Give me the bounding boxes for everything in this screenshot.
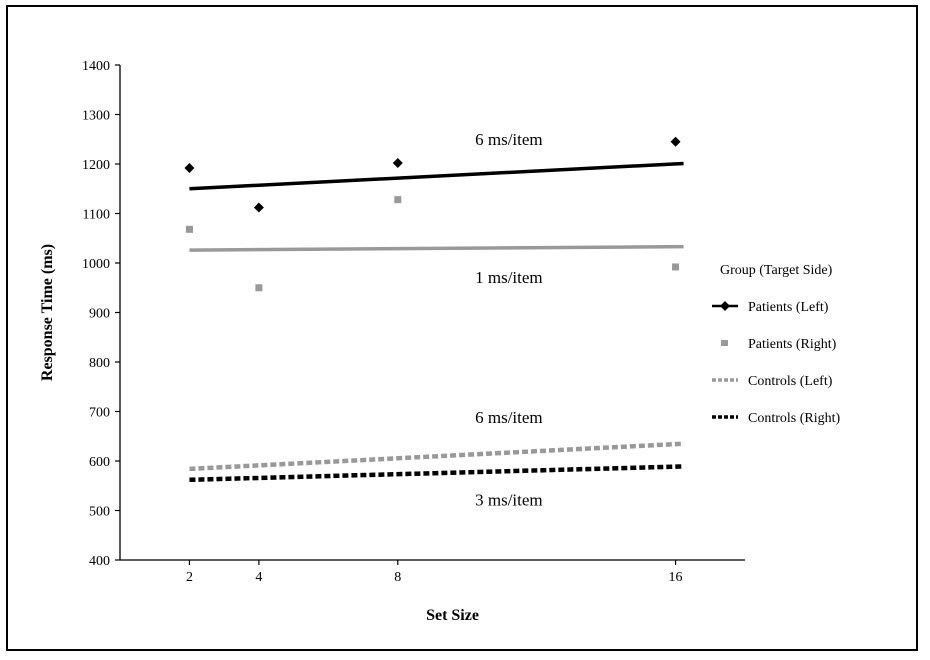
y-tick-label: 800	[89, 356, 110, 371]
legend-marker	[721, 340, 728, 346]
x-tick-label: 8	[394, 570, 401, 585]
series-patients-right	[185, 196, 684, 292]
y-tick-label: 700	[89, 406, 110, 421]
legend-label: Controls (Left)	[748, 374, 833, 389]
data-point	[394, 196, 402, 204]
legend-item: Patients (Left)	[712, 300, 829, 315]
trend-line	[189, 161, 684, 191]
data-point	[185, 225, 193, 233]
y-tick-label: 900	[89, 307, 110, 322]
y-tick-label: 1200	[82, 158, 110, 173]
y-axis-title: Response Time (ms)	[39, 244, 56, 381]
legend-item: Patients (Right)	[721, 337, 837, 352]
data-point	[672, 263, 680, 271]
y-tick-label: 1400	[82, 59, 110, 74]
slope-annotation: 3 ms/item	[475, 491, 543, 510]
legend-marker	[720, 301, 730, 311]
legend-label: Controls (Right)	[748, 411, 841, 426]
series-controls-left	[189, 441, 684, 472]
legend-item: Controls (Left)	[712, 374, 833, 389]
data-point	[670, 136, 681, 147]
y-tick-label: 500	[89, 505, 110, 520]
series-patients-left	[184, 136, 684, 213]
trend-line	[189, 244, 684, 252]
data-point	[184, 162, 195, 173]
y-tick-label: 600	[89, 455, 110, 470]
y-tick-label: 400	[89, 554, 110, 569]
y-tick-label: 1300	[82, 109, 110, 124]
legend-label: Patients (Right)	[748, 337, 837, 352]
legend-title: Group (Target Side)	[720, 263, 833, 278]
x-tick-label: 16	[669, 570, 683, 585]
legend: Group (Target Side) Patients (Left) Patie…	[712, 263, 841, 426]
slope-annotation: 6 ms/item	[475, 408, 543, 427]
slope-annotation: 1 ms/item	[475, 268, 543, 287]
chart-frame	[6, 5, 918, 651]
data-point	[255, 284, 263, 292]
slope-annotation: 6 ms/item	[475, 130, 543, 149]
legend-item: Controls (Right)	[712, 411, 841, 426]
x-tick-label: 4	[255, 570, 262, 585]
data-point	[253, 202, 264, 213]
y-tick-label: 1100	[83, 208, 110, 223]
trend-line	[189, 464, 684, 483]
series-controls-right	[189, 464, 684, 483]
x-axis-title: Set Size	[426, 607, 479, 624]
y-tick-label: 1000	[82, 257, 110, 272]
data-point	[392, 158, 403, 169]
legend-label: Patients (Left)	[748, 300, 829, 315]
trend-line	[189, 441, 684, 472]
x-tick-label: 2	[186, 570, 193, 585]
